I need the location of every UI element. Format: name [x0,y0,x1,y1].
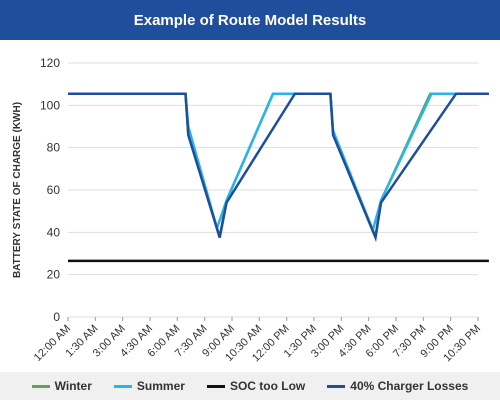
legend-item: Summer [113,379,185,393]
chart-title: Example of Route Model Results [133,11,367,29]
legend-label: 40% Charger Losses [350,379,469,393]
legend-item: Winter [31,379,92,393]
y-tick-label: 120 [40,56,60,70]
series-line-winter [68,92,489,242]
legend-swatch [113,384,132,388]
chart-legend: Winter Summer SOC too Low 40% Charger Losse… [0,372,500,400]
legend-item: SOC too Low [206,379,306,393]
y-axis-label: BATTERY STATE OF CHARGE (KWH) [12,102,23,278]
y-tick-label: 0 [53,310,60,324]
series-line-40-charger-losses [68,92,489,243]
y-tick-label: 100 [40,98,60,112]
series-line-summer [68,92,489,235]
chart-title-bar: Example of Route Model Results [0,0,500,40]
y-tick-label: 20 [47,268,61,282]
legend-swatch [327,384,346,388]
legend-swatch [206,384,225,388]
legend-swatch [31,384,50,388]
x-tick-label: 12:00 AM [32,323,73,364]
legend-label: Summer [136,379,185,393]
legend-item: 40% Charger Losses [327,379,468,393]
y-tick-label: 60 [47,183,61,197]
legend-label: Winter [54,379,92,393]
legend-label: SOC too Low [229,379,306,393]
y-tick-label: 80 [47,141,61,155]
y-tick-label: 40 [47,225,61,239]
